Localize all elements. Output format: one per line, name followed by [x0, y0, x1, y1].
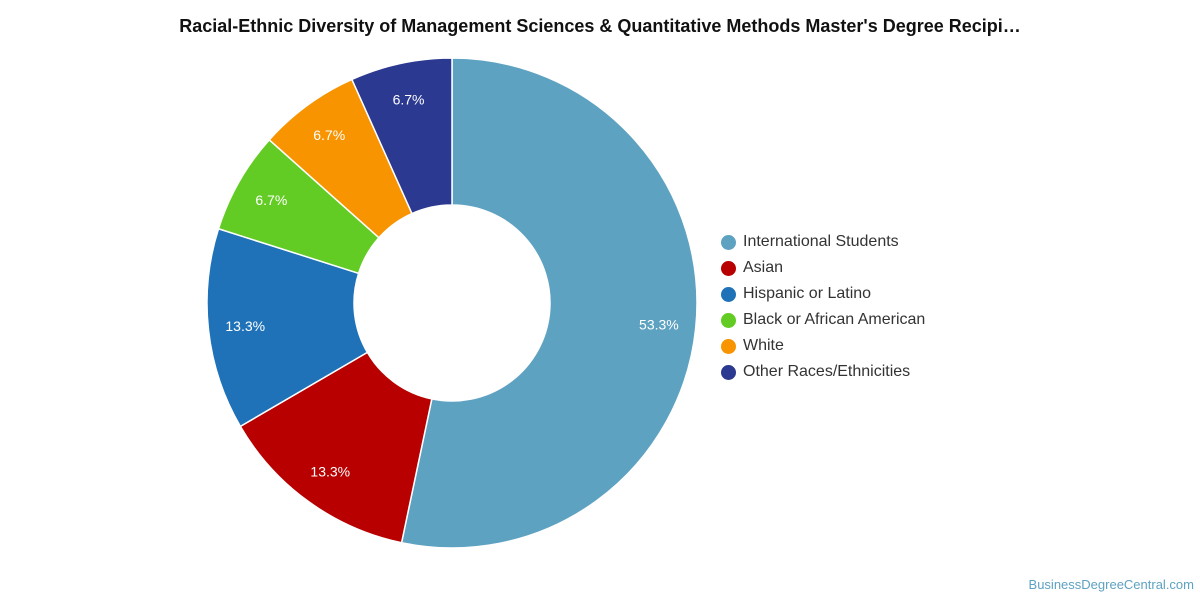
chart-legend: International Students Asian Hispanic or L… [721, 229, 925, 385]
donut-slice-international-students[interactable] [400, 57, 698, 549]
slice-label-black-or-african-american: 6.7% [255, 192, 287, 208]
legend-label: Hispanic or Latino [743, 285, 872, 302]
legend-swatch [721, 338, 736, 354]
legend-item-black-or-african-american[interactable]: Black or African American [721, 307, 925, 333]
legend-swatch [721, 260, 736, 276]
donut-slice-other-races-ethnicities[interactable] [350, 57, 453, 215]
legend-swatch [721, 234, 736, 250]
legend-item-hispanic-or-latino[interactable]: Hispanic or Latino [721, 281, 925, 307]
legend-label: White [743, 337, 784, 354]
legend-swatch [721, 312, 736, 328]
donut-slice-asian[interactable] [239, 351, 433, 544]
legend-item-white[interactable]: White [721, 333, 925, 359]
legend-label: International Students [743, 233, 899, 250]
donut-slice-hispanic-or-latino[interactable] [206, 227, 369, 428]
legend-swatch [721, 286, 736, 302]
slice-label-international-students: 53.3% [639, 317, 679, 333]
legend-item-other-races-ethnicities[interactable]: Other Races/Ethnicities [721, 359, 925, 385]
slice-label-white: 6.7% [313, 127, 345, 143]
source-watermark: BusinessDegreeCentral.com [1028, 577, 1194, 592]
slice-label-other-races-ethnicities: 6.7% [393, 92, 425, 108]
legend-label: Asian [743, 259, 784, 276]
chart-title: Racial-Ethnic Diversity of Management Sc… [179, 16, 1021, 36]
legend-label: Other Races/Ethnicities [743, 363, 911, 380]
legend-swatch [721, 364, 736, 380]
slice-label-hispanic-or-latino: 13.3% [225, 318, 265, 334]
legend-label: Black or African American [743, 311, 926, 328]
slice-label-asian: 13.3% [310, 464, 350, 480]
legend-item-international-students[interactable]: International Students [721, 229, 925, 255]
legend-item-asian[interactable]: Asian [721, 255, 925, 281]
